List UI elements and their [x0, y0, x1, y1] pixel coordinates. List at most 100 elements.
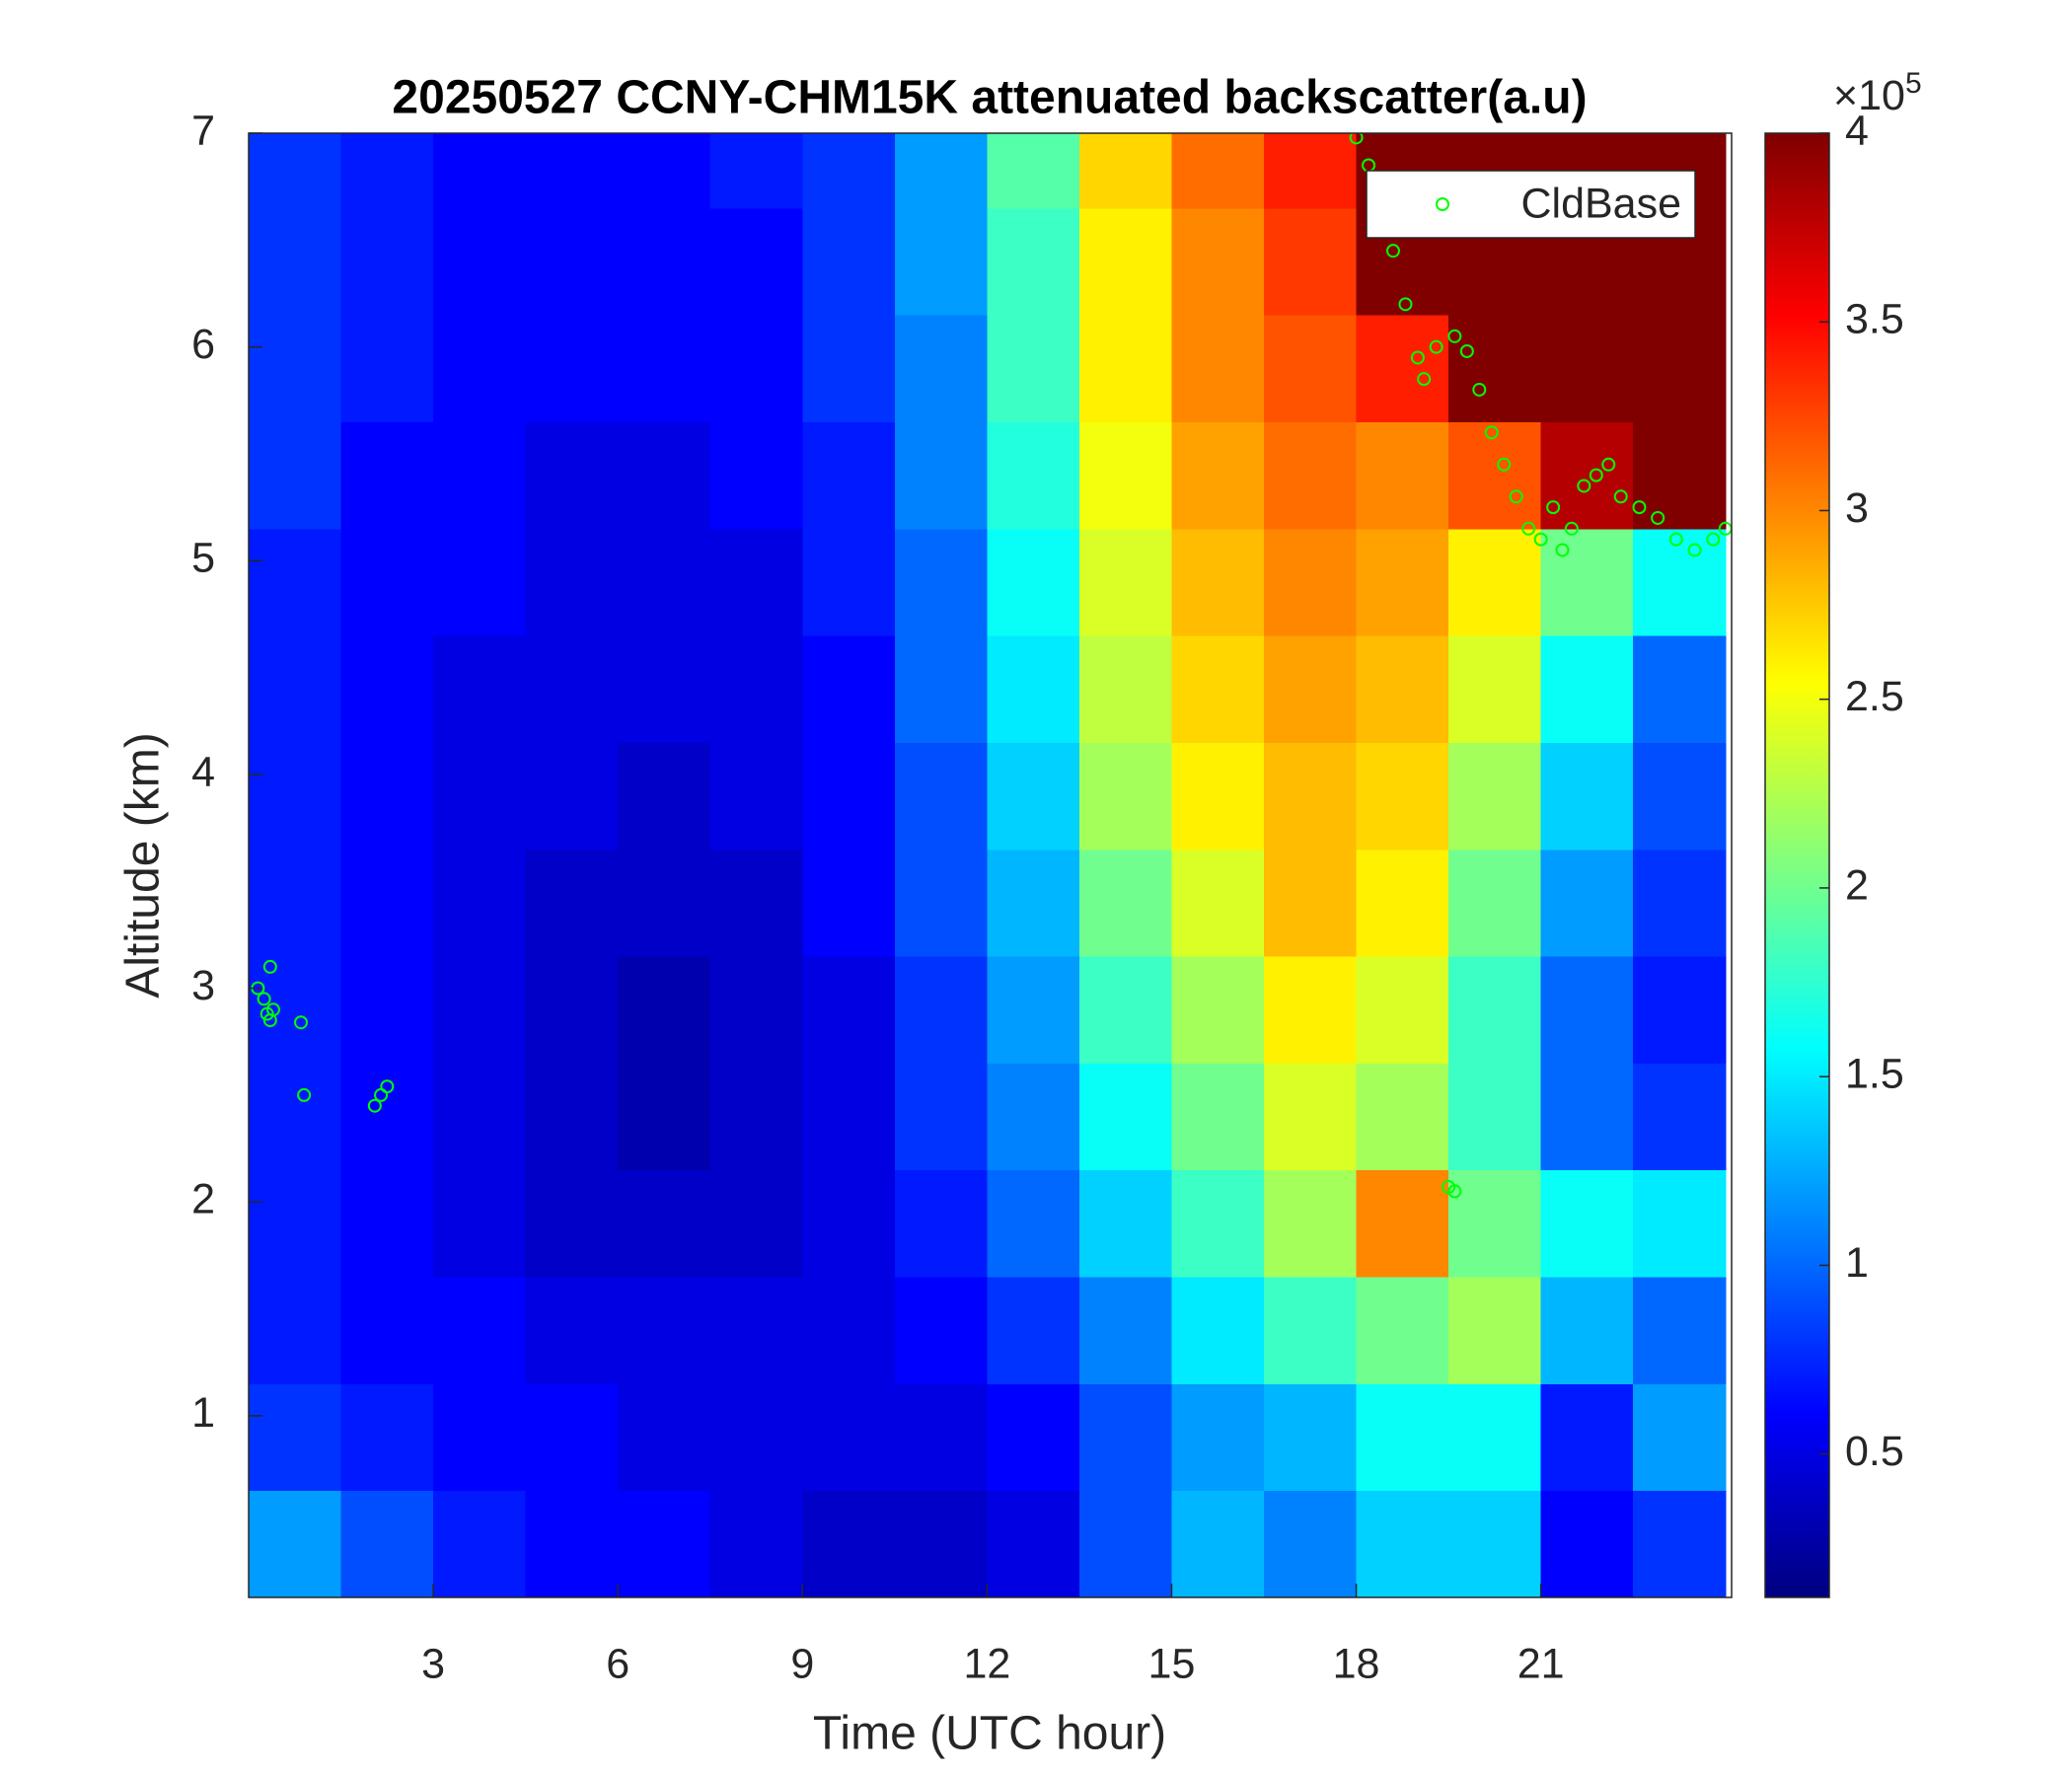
- heatmap-cell: [1171, 1490, 1265, 1597]
- heatmap-cell: [1356, 1383, 1449, 1492]
- heatmap-cell: [894, 635, 988, 743]
- heatmap-cell: [1171, 849, 1265, 957]
- heatmap-cell: [433, 1490, 527, 1597]
- heatmap-cell: [249, 528, 342, 636]
- heatmap-cell: [987, 133, 1080, 209]
- y-axis-label: Altitude (km): [117, 732, 170, 998]
- heatmap-cell: [1540, 1383, 1634, 1492]
- heatmap-cell: [894, 315, 988, 422]
- heatmap-cell: [433, 956, 527, 1064]
- heatmap-cell: [894, 956, 988, 1064]
- heatmap-cell: [1171, 956, 1265, 1064]
- cloud-base-point: [1555, 543, 1570, 557]
- heatmap-cell: [1356, 635, 1449, 743]
- heatmap-cell: [1633, 528, 1727, 636]
- heatmap-cell: [1540, 1277, 1634, 1384]
- heatmap-cell: [249, 1169, 342, 1278]
- heatmap-cell: [1264, 956, 1358, 1064]
- heatmap-cell: [525, 1383, 619, 1492]
- heatmap-cell: [1448, 421, 1542, 530]
- heatmap-cell: [1171, 1383, 1265, 1492]
- heatmap-cell: [894, 1063, 988, 1171]
- heatmap-cell: [802, 1169, 896, 1278]
- cloud-base-point: [257, 992, 271, 1006]
- heatmap-cell: [987, 207, 1080, 316]
- heatmap-cell: [802, 133, 896, 209]
- heatmap-cell: [1633, 315, 1727, 422]
- heatmap-cell: [1171, 635, 1265, 743]
- heatmap-cell: [1171, 528, 1265, 636]
- heatmap-cell: [802, 1277, 896, 1384]
- heatmap-cell: [894, 1169, 988, 1278]
- heatmap-cell: [249, 315, 342, 422]
- heatmap-cell: [987, 1063, 1080, 1171]
- heatmap-cell: [1356, 1277, 1449, 1384]
- heatmap-cell: [1540, 956, 1634, 1064]
- heatmap-cell: [340, 207, 434, 316]
- heatmap-cell: [1356, 421, 1449, 530]
- heatmap-cell: [1078, 956, 1172, 1064]
- cloud-base-point: [1601, 457, 1616, 472]
- heatmap-cell: [1540, 1169, 1634, 1278]
- heatmap-cell: [525, 1063, 619, 1171]
- heatmap-cell: [1633, 1277, 1727, 1384]
- heatmap-cell: [1078, 1063, 1172, 1171]
- heatmap-cell: [1264, 849, 1358, 957]
- heatmap-cell: [894, 1277, 988, 1384]
- heatmap-cell: [618, 528, 711, 636]
- heatmap-cell: [1264, 635, 1358, 743]
- heatmap-cell: [433, 742, 527, 851]
- heatmap-cell: [987, 315, 1080, 422]
- cloud-base-point: [1398, 297, 1413, 312]
- heatmap-cell: [709, 1490, 803, 1597]
- heatmap-cell: [894, 1490, 988, 1597]
- heatmap-cell: [618, 207, 711, 316]
- cloud-base-point: [1706, 532, 1721, 547]
- heatmap-cell: [340, 528, 434, 636]
- heatmap-cell: [987, 528, 1080, 636]
- heatmap-cell: [249, 133, 342, 209]
- heatmap-cell: [802, 1063, 896, 1171]
- heatmap-cell: [1078, 1277, 1172, 1384]
- heatmap-cell: [1171, 1063, 1265, 1171]
- heatmap-cell: [709, 956, 803, 1064]
- cloud-base-point: [380, 1079, 395, 1094]
- heatmap-cell: [525, 207, 619, 316]
- heatmap-cell: [1264, 742, 1358, 851]
- heatmap-cell: [987, 421, 1080, 530]
- heatmap-cell: [1078, 207, 1172, 316]
- heatmap-cell: [525, 742, 619, 851]
- x-tick-label: 9: [790, 1640, 814, 1687]
- colorbar: [1764, 132, 1830, 1598]
- heatmap-cell: [618, 1169, 711, 1278]
- heatmap-cell: [340, 1383, 434, 1492]
- heatmap: [249, 133, 1727, 1597]
- colorbar-multiplier: ×105: [1833, 67, 1922, 119]
- heatmap-cell: [249, 1490, 342, 1597]
- heatmap-cell: [618, 742, 711, 851]
- cloud-base-point: [1589, 468, 1603, 482]
- colorbar-tick-label: 3.5: [1845, 296, 1904, 343]
- heatmap-cell: [340, 1169, 434, 1278]
- heatmap-cell: [525, 421, 619, 530]
- plot-frame: [248, 132, 1733, 1598]
- heatmap-cell: [987, 742, 1080, 851]
- heatmap-cell: [618, 635, 711, 743]
- heatmap-cell: [618, 849, 711, 957]
- legend-marker: [1436, 197, 1449, 211]
- cloud-base-point: [1447, 1184, 1462, 1199]
- heatmap-cell: [1633, 635, 1727, 743]
- y-tick-label: 3: [191, 962, 215, 1009]
- cloud-base-point: [1497, 457, 1512, 472]
- x-tick-label: 15: [1148, 1640, 1196, 1687]
- heatmap-cell: [433, 421, 527, 530]
- x-tick-label: 18: [1333, 1640, 1380, 1687]
- heatmap-cell: [1171, 1169, 1265, 1278]
- heatmap-cell: [709, 207, 803, 316]
- heatmap-cell: [1078, 1490, 1172, 1597]
- heatmap-cell: [525, 1277, 619, 1384]
- heatmap-cell: [618, 1277, 711, 1384]
- heatmap-cell: [709, 528, 803, 636]
- legend-label: CldBase: [1520, 180, 1681, 227]
